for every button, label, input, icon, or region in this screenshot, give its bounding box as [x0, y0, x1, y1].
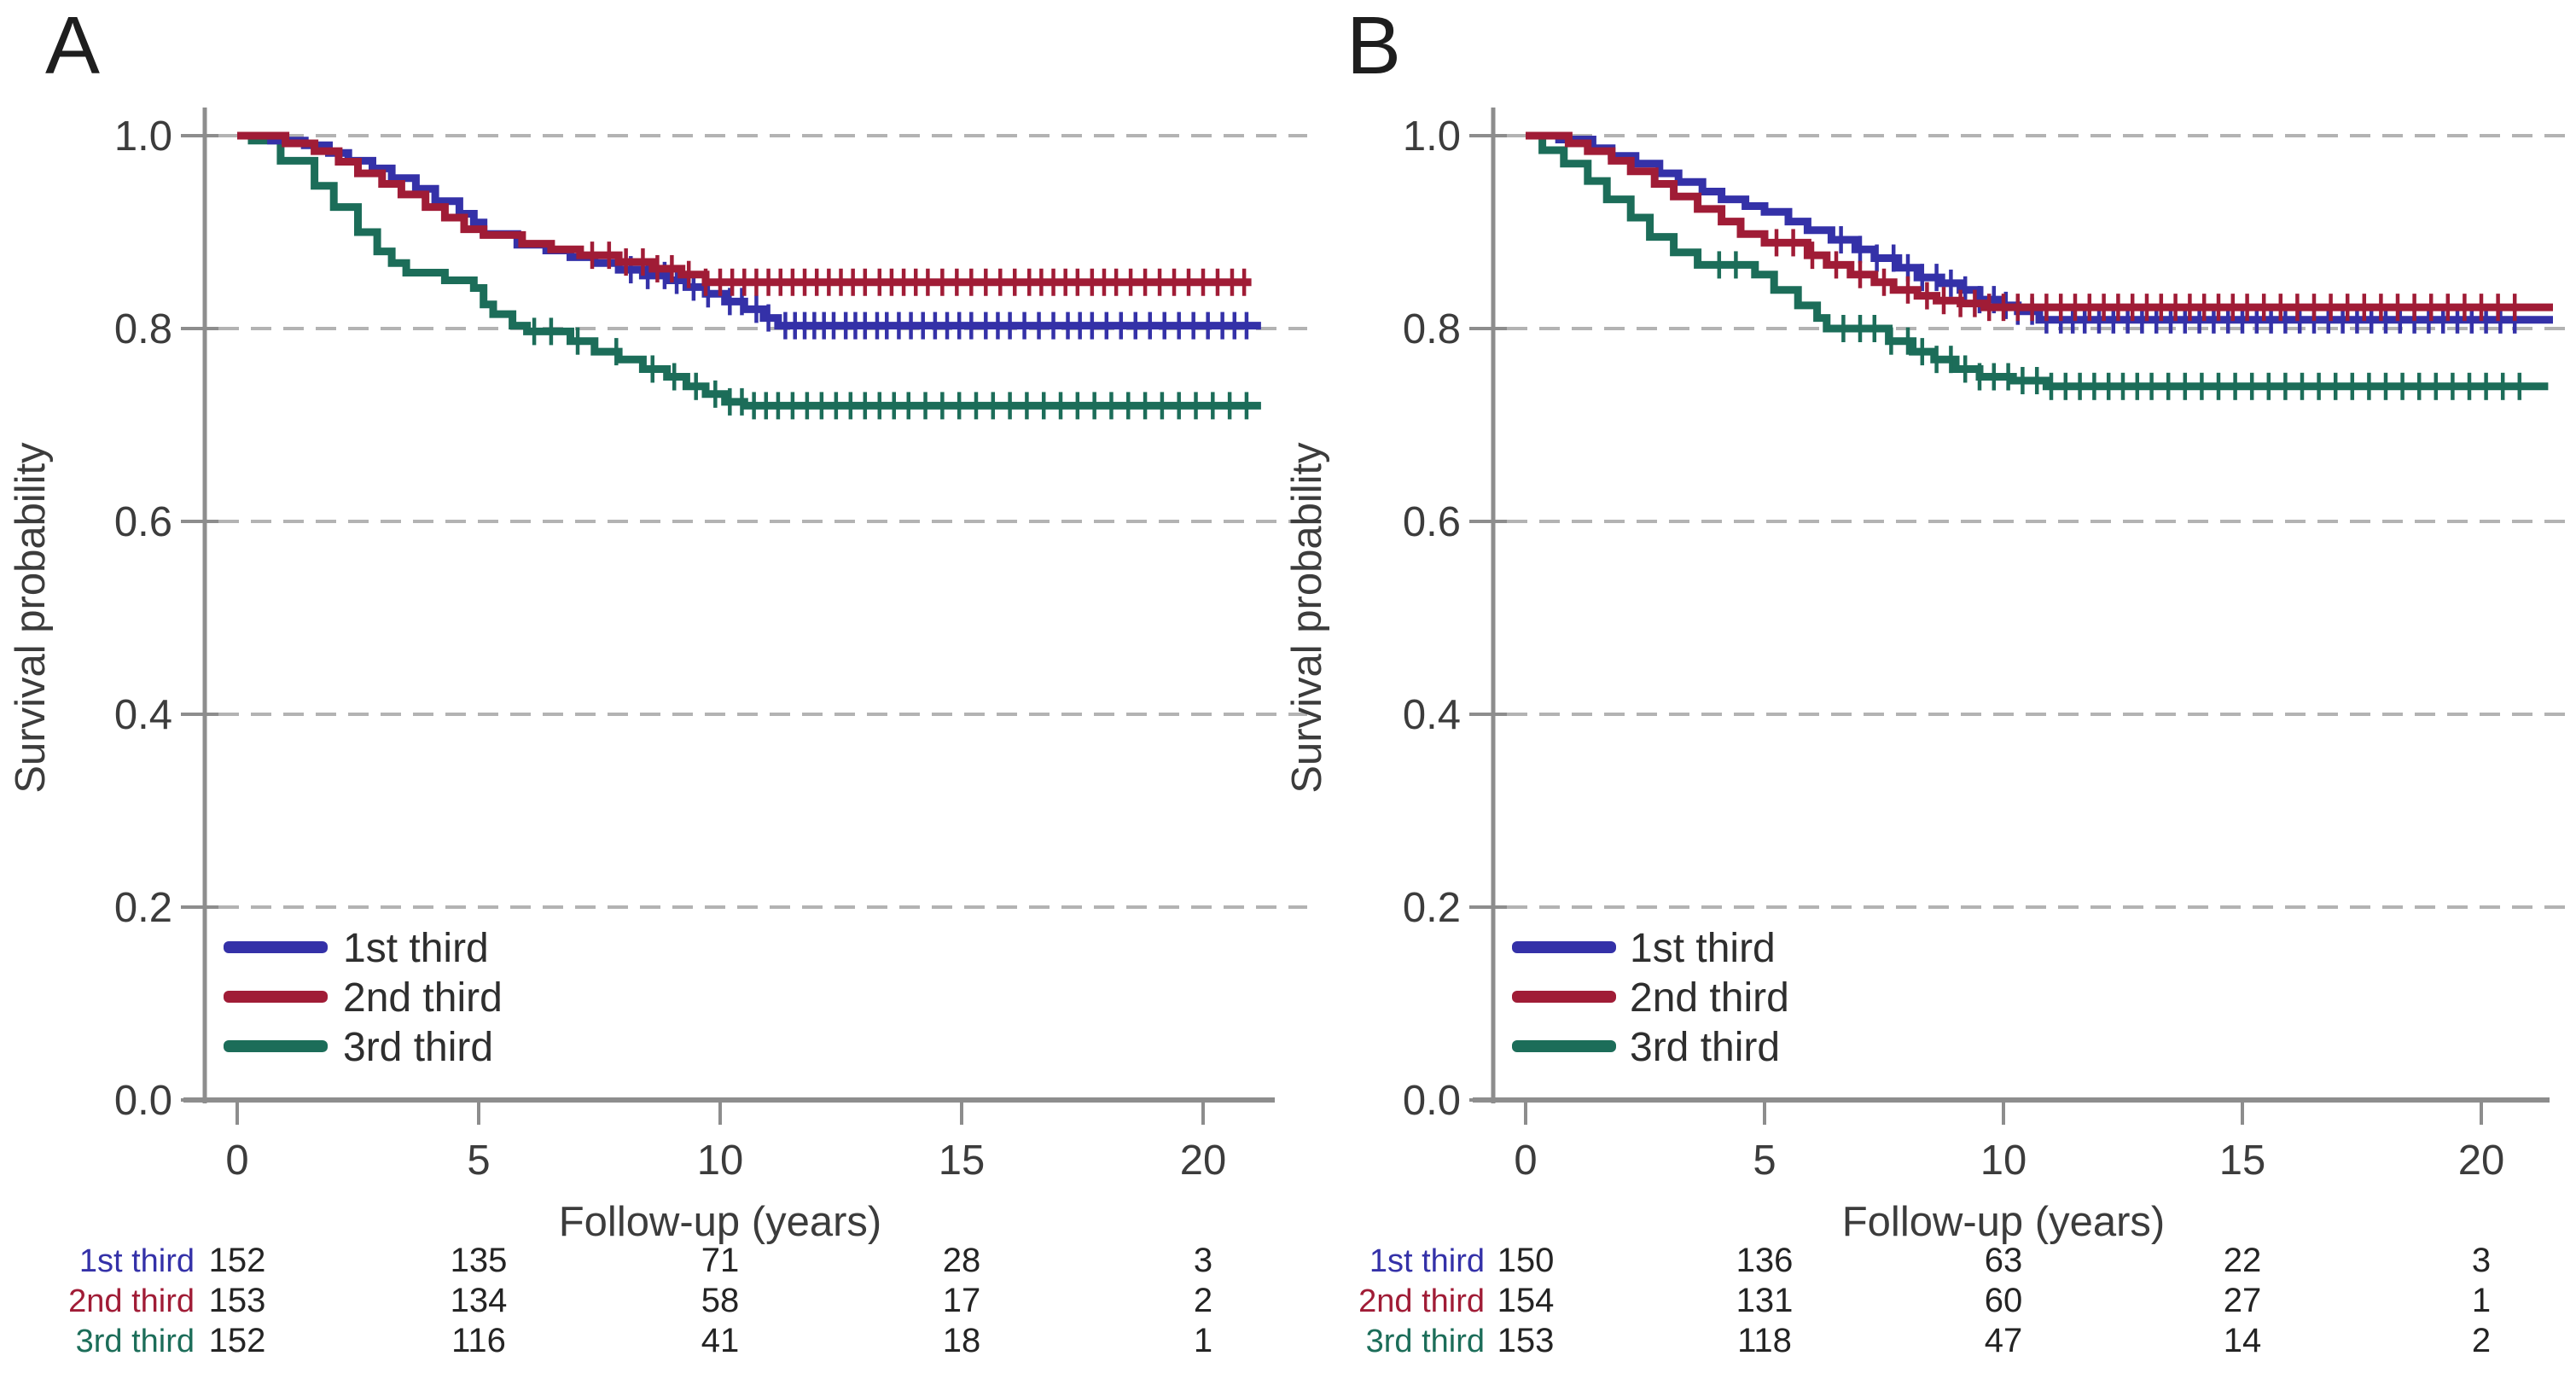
y-tick-label: 0.6	[1403, 499, 1461, 545]
risk-table-value: 3	[2472, 1242, 2491, 1279]
panel-letter: A	[45, 0, 100, 91]
risk-table-label: 3rd third	[76, 1324, 195, 1359]
y-tick-label: 0.8	[114, 306, 172, 352]
curve-3rd-third	[1526, 131, 2549, 391]
y-tick-label: 0.8	[1403, 306, 1461, 352]
risk-table-value: 2	[1194, 1282, 1212, 1319]
risk-table-value: 28	[943, 1242, 981, 1279]
risk-table-value: 47	[1985, 1322, 2023, 1359]
y-tick-label: 0.0	[1403, 1078, 1461, 1124]
legend-label: 1st third	[343, 926, 489, 971]
legend-label: 3rd third	[1630, 1025, 1780, 1070]
x-tick-label: 5	[1753, 1138, 1776, 1184]
risk-table-label: 2nd third	[1358, 1283, 1485, 1319]
risk-table-label: 2nd third	[68, 1283, 195, 1319]
y-tick-label: 0.2	[114, 885, 172, 931]
y-axis-title: Survival probability	[8, 442, 54, 794]
curve-3rd-third	[237, 131, 1261, 410]
legend-label: 2nd third	[343, 975, 503, 1021]
y-tick-label: 1.0	[114, 113, 172, 160]
risk-table-value: 58	[701, 1282, 740, 1319]
risk-table-value: 17	[943, 1282, 981, 1319]
x-axis-title: Follow-up (years)	[559, 1199, 881, 1245]
risk-table-value: 18	[943, 1322, 981, 1359]
x-tick-label: 15	[939, 1138, 986, 1184]
legend-label: 1st third	[1630, 926, 1776, 971]
legend-label: 2nd third	[1630, 975, 1789, 1021]
y-tick-label: 0.0	[114, 1078, 172, 1124]
curve-1st-third	[1526, 131, 2553, 324]
risk-table-value: 135	[451, 1242, 508, 1279]
x-tick-label: 15	[2219, 1138, 2266, 1184]
risk-table-value: 153	[209, 1282, 266, 1319]
risk-table-value: 63	[1985, 1242, 2023, 1279]
legend-swatch	[224, 991, 328, 1003]
risk-table-value: 1	[1194, 1322, 1212, 1359]
risk-table-value: 154	[1497, 1282, 1555, 1319]
legend-label: 3rd third	[343, 1025, 493, 1070]
curve-1st-third	[237, 131, 1261, 330]
x-tick-label: 20	[2458, 1138, 2505, 1184]
risk-table-value: 118	[1737, 1322, 1792, 1359]
y-tick-label: 0.4	[114, 692, 172, 738]
x-tick-label: 0	[1514, 1138, 1537, 1184]
risk-table-value: 41	[701, 1322, 740, 1359]
risk-table-value: 152	[209, 1242, 266, 1279]
risk-table-value: 1	[2472, 1282, 2491, 1319]
y-tick-label: 0.6	[114, 499, 172, 545]
x-axis-title: Follow-up (years)	[1842, 1199, 2165, 1245]
y-axis-title: Survival probability	[1284, 442, 1330, 794]
x-tick-label: 0	[225, 1138, 248, 1184]
risk-table-value: 27	[2224, 1282, 2262, 1319]
risk-table-value: 14	[2224, 1322, 2262, 1359]
risk-table-label: 1st third	[79, 1243, 195, 1279]
risk-table-value: 116	[451, 1322, 506, 1359]
risk-table-value: 152	[209, 1322, 266, 1359]
risk-table-value: 150	[1497, 1242, 1555, 1279]
risk-table-value: 22	[2224, 1242, 2262, 1279]
legend-swatch	[224, 1040, 328, 1052]
legend-swatch	[224, 941, 328, 953]
risk-table-value: 71	[701, 1242, 740, 1279]
risk-table-value: 131	[1736, 1282, 1794, 1319]
x-tick-label: 5	[467, 1138, 490, 1184]
y-tick-label: 1.0	[1403, 113, 1461, 160]
risk-table-label: 3rd third	[1366, 1324, 1485, 1359]
x-tick-label: 20	[1180, 1138, 1227, 1184]
y-tick-label: 0.4	[1403, 692, 1461, 738]
risk-table-value: 2	[2472, 1322, 2491, 1359]
y-tick-label: 0.2	[1403, 885, 1461, 931]
risk-table-value: 136	[1736, 1242, 1794, 1279]
x-tick-label: 10	[697, 1138, 744, 1184]
risk-table-value: 60	[1985, 1282, 2023, 1319]
risk-table-label: 1st third	[1369, 1243, 1485, 1279]
curve-2nd-third	[237, 131, 1252, 287]
legend-swatch	[1512, 991, 1616, 1003]
x-tick-label: 10	[1980, 1138, 2027, 1184]
risk-table-value: 153	[1497, 1322, 1555, 1359]
curve-2nd-third	[1526, 131, 2553, 311]
legend-swatch	[1512, 1040, 1616, 1052]
risk-table-value: 3	[1194, 1242, 1212, 1279]
legend-swatch	[1512, 941, 1616, 953]
panel-letter: B	[1346, 0, 1401, 91]
risk-table-value: 134	[451, 1282, 508, 1319]
